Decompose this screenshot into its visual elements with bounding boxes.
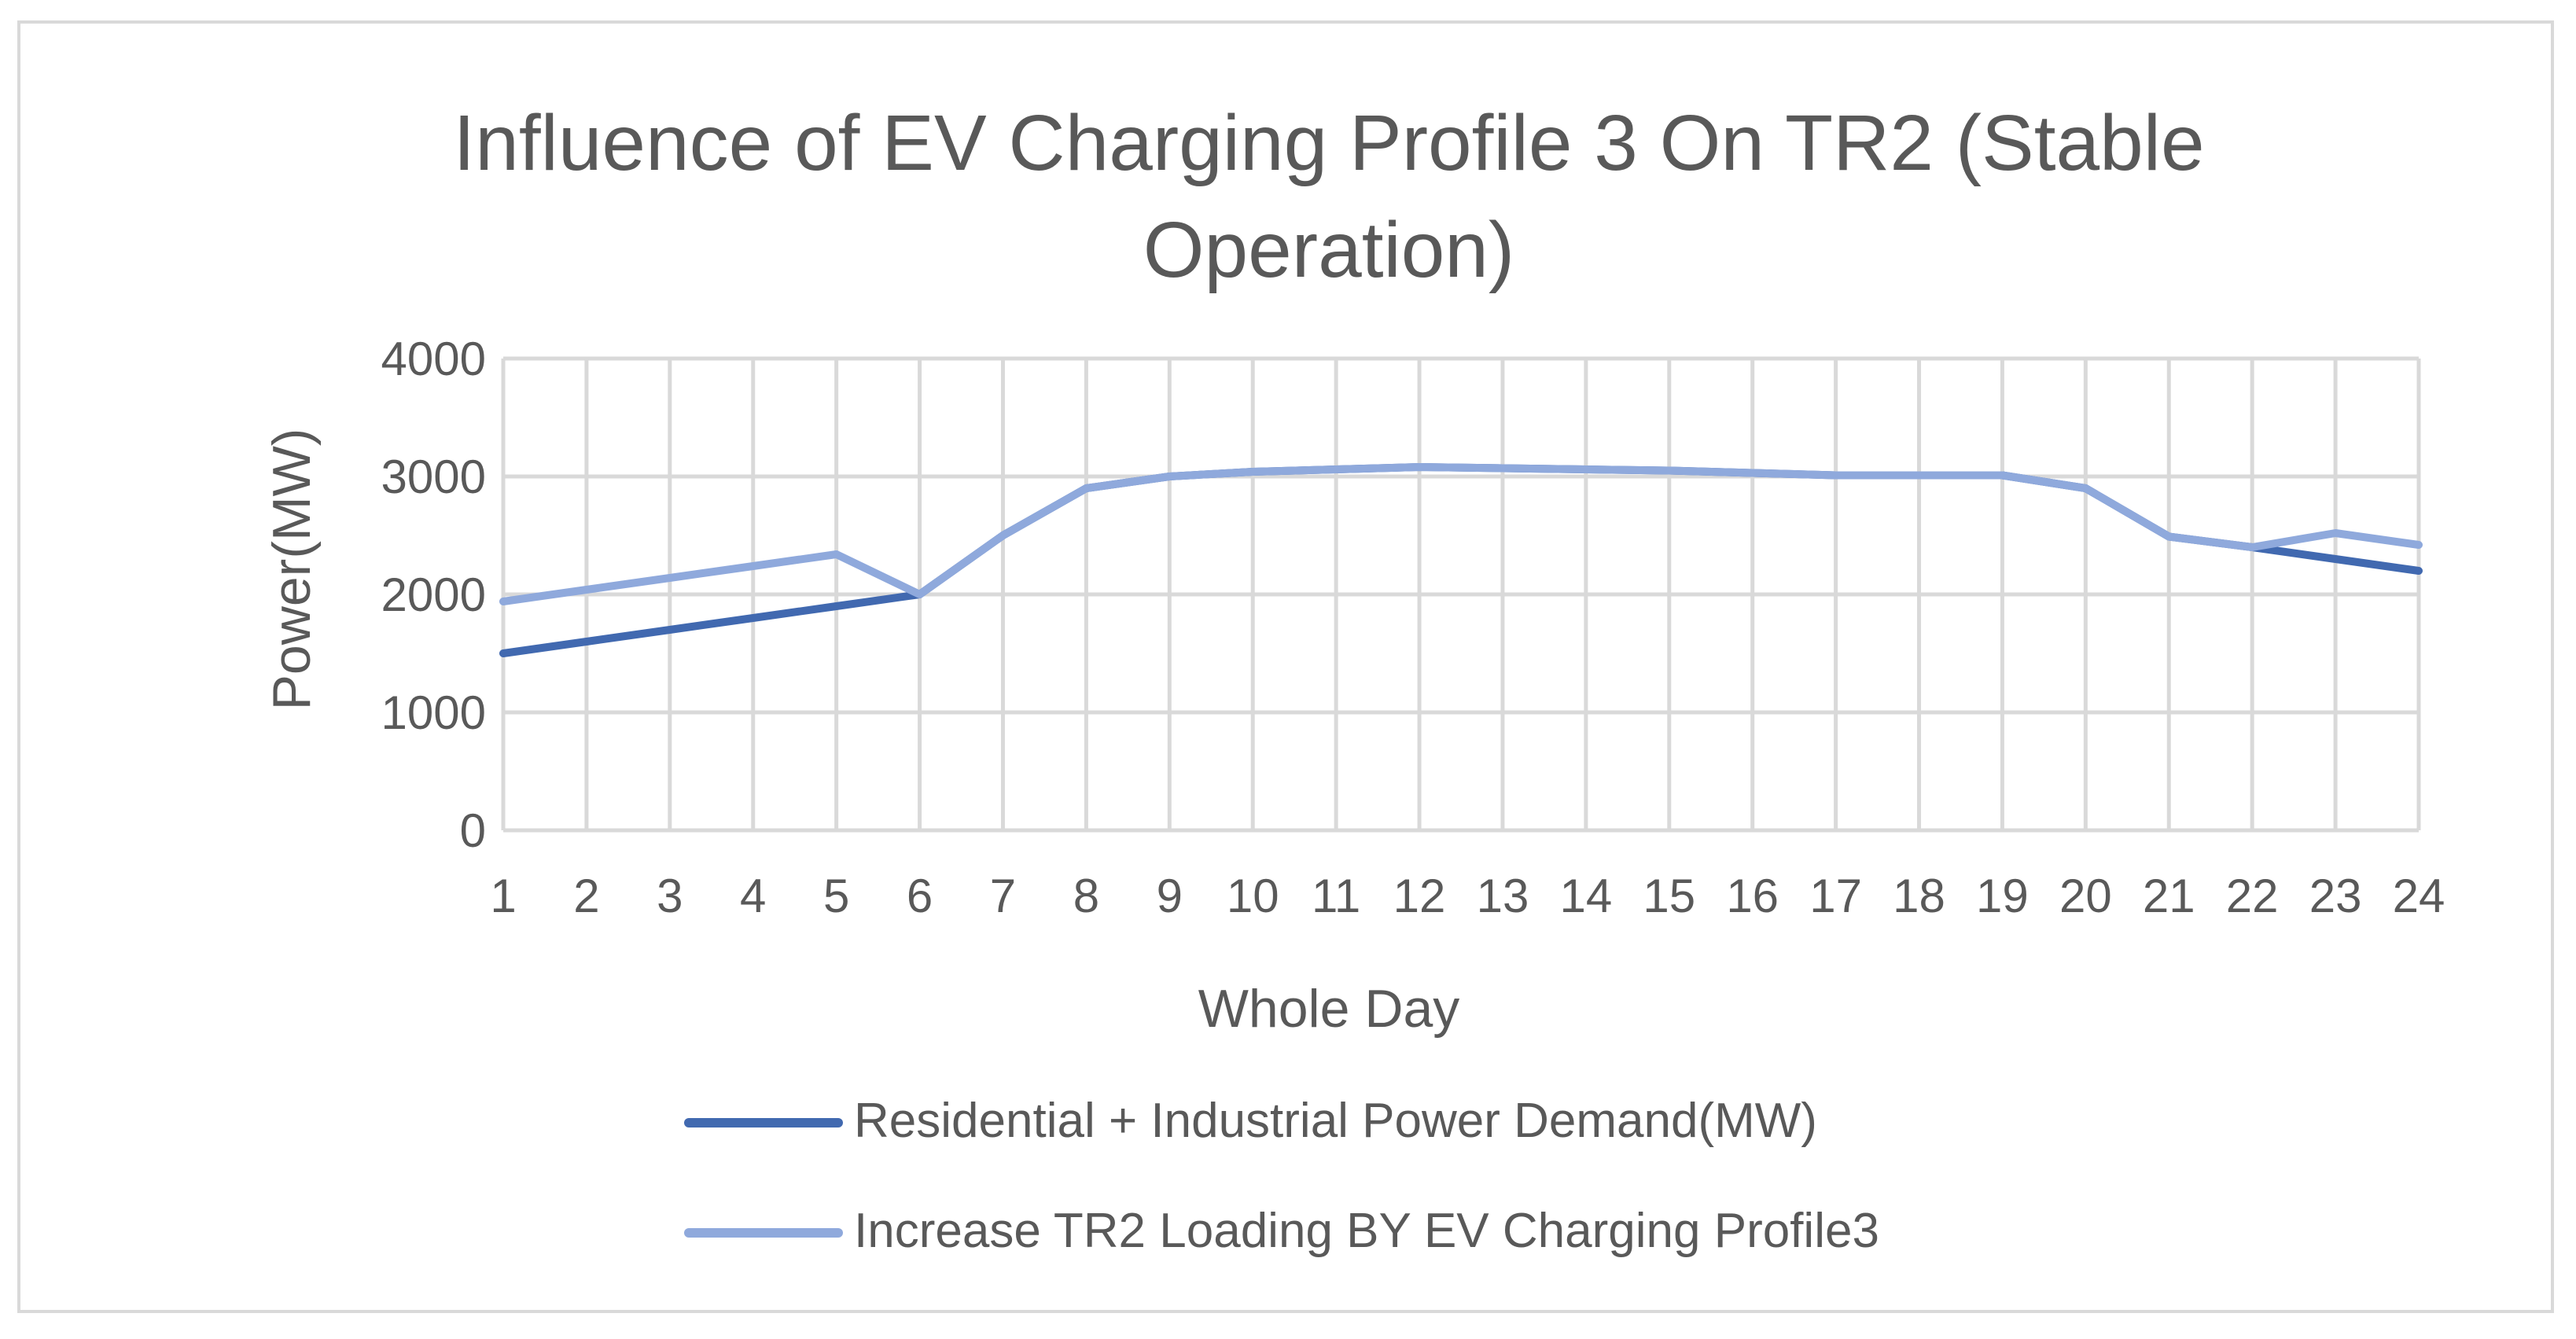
data-point-s2-8 xyxy=(1083,485,1089,491)
x-tick-label: 6 xyxy=(907,870,933,922)
x-tick-label: 20 xyxy=(2059,870,2112,922)
x-tick-label: 13 xyxy=(1477,870,1529,922)
x-tick-label: 15 xyxy=(1643,870,1695,922)
x-tick-label: 1 xyxy=(490,870,516,922)
x-tick-label: 10 xyxy=(1227,870,1279,922)
x-tick-label: 16 xyxy=(1726,870,1779,922)
y-axis-title: Power(MW) xyxy=(262,429,322,711)
data-point-s1-5 xyxy=(834,603,840,609)
x-tick-label: 9 xyxy=(1157,870,1183,922)
data-point-s2-19 xyxy=(1999,473,2005,479)
data-point-s2-17 xyxy=(1833,473,1839,479)
x-tick-label: 11 xyxy=(1312,870,1360,922)
x-tick-label: 19 xyxy=(1976,870,2029,922)
x-tick-label: 24 xyxy=(2393,870,2445,922)
data-point-s2-3 xyxy=(667,575,673,581)
x-tick-label: 17 xyxy=(1809,870,1862,922)
data-point-s2-12 xyxy=(1416,464,1422,470)
chart-title-line-2: Operation) xyxy=(1143,206,1514,294)
x-tick-label: 4 xyxy=(740,870,766,922)
y-axis-ticks: 0 1000 2000 3000 4000 xyxy=(381,333,486,857)
y-tick-label: 3000 xyxy=(381,451,486,503)
data-point-s2-18 xyxy=(1916,473,1923,479)
x-axis-title: Whole Day xyxy=(1198,979,1460,1039)
x-tick-label: 3 xyxy=(657,870,683,922)
data-point-s2-23 xyxy=(2332,530,2339,536)
x-tick-label: 18 xyxy=(1893,870,1945,922)
y-tick-label: 0 xyxy=(460,804,486,857)
data-point-s2-13 xyxy=(1500,465,1506,472)
data-point-s2-5 xyxy=(834,551,840,557)
data-point-s1-23 xyxy=(2332,556,2339,562)
grid-lines xyxy=(501,356,2421,833)
chart-frame: Influence of EV Charging Profile 3 On TR… xyxy=(17,20,2554,1313)
data-point-s2-24 xyxy=(2416,542,2422,548)
x-tick-label: 21 xyxy=(2143,870,2195,922)
data-point-s2-22 xyxy=(2249,544,2255,550)
data-point-s1-4 xyxy=(750,615,756,621)
data-point-s2-14 xyxy=(1583,466,1589,473)
data-point-s1-3 xyxy=(667,627,673,633)
data-point-s2-21 xyxy=(2166,534,2172,540)
chart-title-line-1: Influence of EV Charging Profile 3 On TR… xyxy=(453,99,2204,187)
x-tick-label: 2 xyxy=(573,870,599,922)
x-tick-label: 23 xyxy=(2309,870,2362,922)
data-point-s2-9 xyxy=(1166,473,1172,480)
data-point-s2-11 xyxy=(1333,466,1339,473)
data-point-s2-6 xyxy=(917,591,923,598)
data-point-s1-1 xyxy=(500,650,506,657)
data-point-s2-2 xyxy=(583,587,590,593)
y-tick-label: 1000 xyxy=(381,686,486,739)
x-tick-label: 22 xyxy=(2226,870,2279,922)
data-point-s1-2 xyxy=(583,638,590,645)
x-tick-label: 12 xyxy=(1393,870,1446,922)
data-point-s2-16 xyxy=(1750,470,1756,476)
data-point-s1-24 xyxy=(2416,568,2422,574)
x-tick-label: 7 xyxy=(990,870,1016,922)
data-point-s2-4 xyxy=(750,563,756,569)
data-point-s2-20 xyxy=(2082,485,2088,491)
x-axis-ticks: 1 2 3 4 5 6 7 8 9 10 11 12 13 14 15 16 17 18 19 20 21 22 23 24 xyxy=(490,870,2445,922)
data-point-s2-1 xyxy=(500,598,506,605)
data-point-s2-10 xyxy=(1249,469,1256,475)
legend-label-2: Increase TR2 Loading BY EV Charging Prof… xyxy=(854,1204,1879,1258)
series-line-2 xyxy=(499,463,2423,605)
data-point-s2-15 xyxy=(1666,468,1673,474)
x-tick-label: 8 xyxy=(1073,870,1099,922)
series-lines xyxy=(499,463,2423,657)
line-chart: Influence of EV Charging Profile 3 On TR… xyxy=(262,99,2445,1258)
legend-label-1: Residential + Industrial Power Demand(MW… xyxy=(854,1094,1817,1148)
y-tick-label: 4000 xyxy=(381,333,486,385)
y-tick-label: 2000 xyxy=(381,568,486,621)
legend: Residential + Industrial Power Demand(MW… xyxy=(684,1094,1879,1258)
x-tick-label: 14 xyxy=(1559,870,1612,922)
data-point-s2-7 xyxy=(999,532,1006,539)
x-tick-label: 5 xyxy=(823,870,849,922)
